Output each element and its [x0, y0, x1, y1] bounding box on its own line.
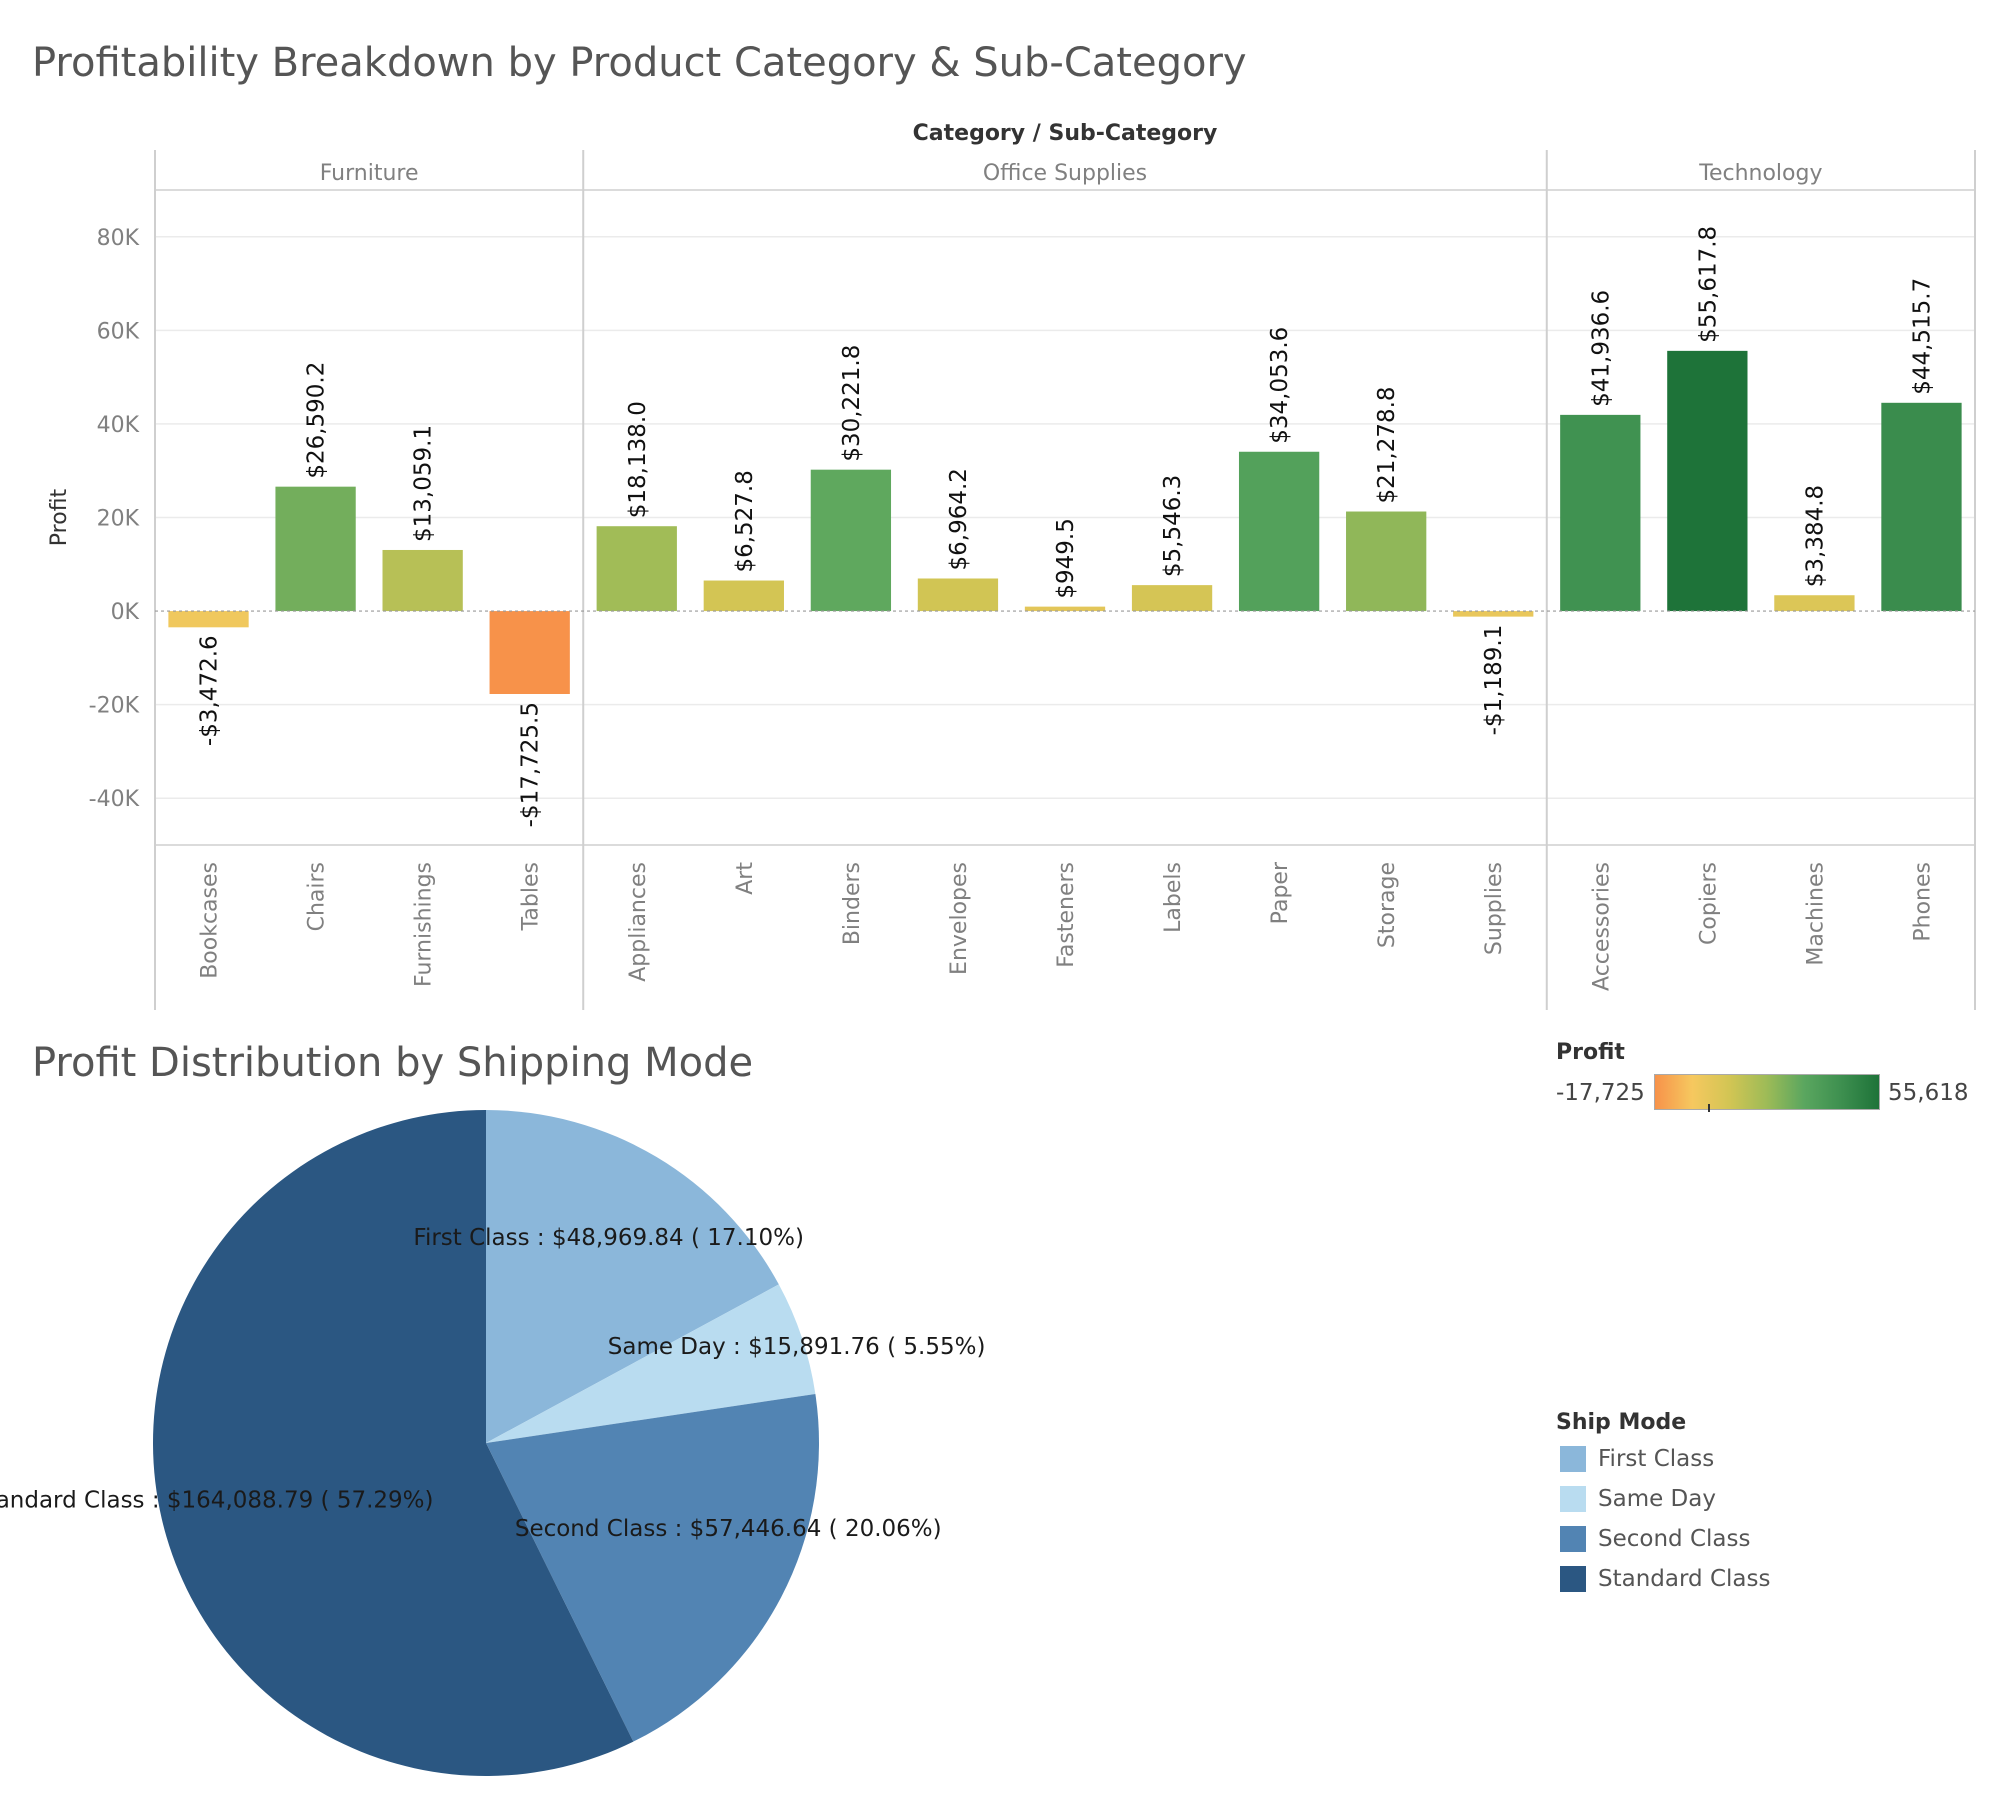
legend-item-same-day[interactable]: Same Day	[1560, 1484, 1716, 1514]
category-header-label: Category / Sub-Category	[913, 121, 1218, 146]
bar-value-label: $6,964.2	[946, 468, 972, 570]
pie-slice-label: Same Day : $15,891.76 ( 5.55%)	[608, 1334, 986, 1360]
bar-value-label: $55,617.8	[1695, 226, 1721, 343]
pie-slice	[153, 1110, 634, 1777]
x-tick-label: Furnishings	[412, 862, 437, 987]
bar-value-label: $41,936.6	[1588, 290, 1614, 407]
legend-swatch	[1560, 1446, 1586, 1472]
y-tick-label: 80K	[97, 226, 140, 251]
y-axis-title: Profit	[47, 488, 72, 546]
x-tick-label: Art	[733, 862, 758, 895]
bar	[382, 549, 463, 612]
bar-value-label: -$1,189.1	[1481, 625, 1507, 736]
x-tick-label: Accessories	[1589, 862, 1614, 991]
bar-value-label: $26,590.2	[304, 362, 330, 479]
gradient-legend-title: Profit	[1556, 1040, 1625, 1065]
legend-label: Second Class	[1598, 1526, 1751, 1552]
ship-mode-legend-title: Ship Mode	[1556, 1410, 1687, 1435]
legend-label: First Class	[1598, 1446, 1715, 1472]
bar	[810, 469, 892, 612]
bar	[1774, 595, 1855, 612]
bar-value-label: $949.5	[1053, 518, 1079, 598]
gradient-legend-min: -17,725	[1556, 1080, 1645, 1106]
x-tick-label: Envelopes	[947, 862, 972, 975]
bar	[275, 486, 356, 612]
bar-chart: Category / Sub-Category 80K 60K 40K 20K 0K -20…	[47, 121, 1976, 1010]
x-tick-label: Supplies	[1482, 862, 1507, 955]
x-tick-label: Fasteners	[1054, 862, 1079, 968]
bar-value-label: $30,221.8	[839, 345, 865, 462]
bar	[703, 580, 784, 612]
bar-value-label: $21,278.8	[1374, 386, 1400, 503]
bar	[1238, 451, 1320, 612]
category-header: Furniture	[320, 161, 419, 186]
y-tick-label: -20K	[89, 694, 140, 719]
y-tick-label: 60K	[97, 319, 140, 344]
bar-value-label: $34,053.6	[1267, 327, 1293, 444]
bar-value-label: -$17,725.5	[518, 702, 544, 827]
bar	[1881, 402, 1962, 612]
legend-swatch	[1560, 1566, 1586, 1592]
bar	[1667, 350, 1748, 612]
x-tick-label: Appliances	[626, 862, 651, 982]
gradient-legend-bar	[1654, 1074, 1880, 1110]
legend-item-second-class[interactable]: Second Class	[1560, 1524, 1750, 1554]
x-tick-label: Labels	[1161, 862, 1186, 933]
bar-value-label: -$3,472.6	[197, 635, 223, 746]
bar-value-label: $6,527.8	[732, 470, 758, 572]
gradient-legend-zero-tick	[1708, 1104, 1710, 1112]
category-header: Technology	[1698, 161, 1822, 186]
legend-item-first-class[interactable]: First Class	[1560, 1444, 1714, 1474]
y-tick-label: -40K	[89, 787, 140, 812]
x-tick-label: Paper	[1268, 861, 1293, 924]
bar-value-label: $5,546.3	[1160, 475, 1186, 577]
x-tick-label: Phones	[1910, 862, 1935, 942]
bar-chart-title: Profitability Breakdown by Product Categ…	[32, 40, 1247, 86]
legend-swatch	[1560, 1486, 1586, 1512]
legend-item-standard-class[interactable]: Standard Class	[1560, 1564, 1770, 1594]
x-tick-label: Tables	[519, 862, 544, 931]
legend-label: Standard Class	[1598, 1566, 1771, 1592]
y-tick-label: 20K	[97, 507, 140, 532]
legend-label: Same Day	[1598, 1486, 1716, 1512]
pie-slice	[486, 1110, 779, 1443]
bar-value-label: $44,515.7	[1909, 278, 1935, 395]
x-tick-label: Machines	[1803, 862, 1828, 966]
y-tick-label: 40K	[97, 413, 140, 438]
bar	[1560, 414, 1641, 612]
bar	[917, 578, 999, 612]
bar-value-label: $18,138.0	[625, 401, 651, 518]
pie-slice-label: Second Class : $57,446.64 ( 20.06%)	[515, 1516, 942, 1542]
bar	[1024, 606, 1106, 612]
category-header: Office Supplies	[983, 161, 1147, 186]
bar	[1131, 585, 1213, 612]
bar	[168, 611, 249, 628]
pie-slice-label: Standard Class : $164,088.79 ( 57.29%)	[0, 1488, 433, 1514]
x-tick-label: Chairs	[305, 862, 330, 931]
x-tick-label: Bookcases	[198, 862, 223, 979]
x-tick-label: Storage	[1375, 862, 1400, 948]
bar	[1453, 611, 1534, 617]
pie-chart-title: Profit Distribution by Shipping Mode	[32, 1040, 754, 1086]
bar	[596, 526, 677, 612]
bar-value-label: $13,059.1	[411, 425, 437, 542]
y-tick-label: 0K	[111, 600, 140, 625]
pie-slice	[486, 1393, 819, 1742]
gradient-legend-max: 55,618	[1888, 1080, 1969, 1106]
pie-slice	[486, 1284, 816, 1443]
bar	[489, 611, 570, 695]
bar-value-label: $3,384.8	[1802, 485, 1828, 587]
legend-swatch	[1560, 1526, 1586, 1552]
x-tick-label: Copiers	[1696, 862, 1721, 945]
pie-slice-label: First Class : $48,969.84 ( 17.10%)	[413, 1225, 804, 1251]
bar	[1346, 511, 1427, 612]
x-tick-label: Binders	[840, 862, 865, 945]
